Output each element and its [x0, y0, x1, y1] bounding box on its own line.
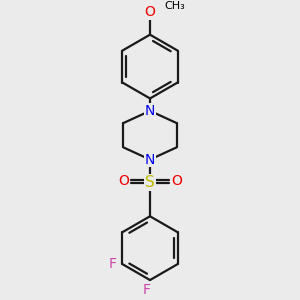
Text: O: O	[145, 5, 155, 19]
Text: O: O	[118, 174, 129, 188]
Text: S: S	[145, 175, 155, 190]
Text: N: N	[145, 153, 155, 166]
Text: O: O	[171, 174, 182, 188]
Text: CH₃: CH₃	[164, 1, 185, 11]
Text: F: F	[109, 257, 117, 271]
Text: F: F	[142, 283, 151, 297]
Text: N: N	[145, 104, 155, 118]
